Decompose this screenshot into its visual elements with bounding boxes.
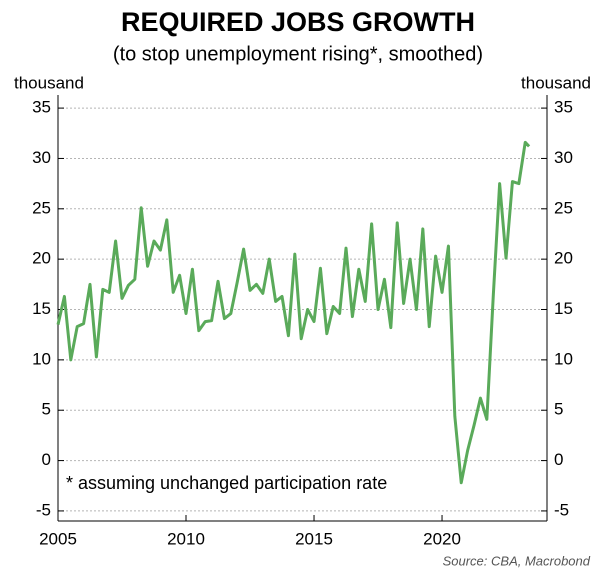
data-line	[56, 140, 531, 485]
y-tick-label: 30	[32, 148, 51, 167]
y-axis-label: thousand	[14, 73, 84, 92]
y2-tick-label: 35	[554, 98, 573, 117]
y2-tick-label: 10	[554, 349, 573, 368]
y-tick-label: 0	[42, 450, 51, 469]
y2-tick-label: 30	[554, 148, 573, 167]
chart-subtitle: (to stop unemployment rising*, smoothed)	[113, 43, 483, 65]
y2-tick-label: 5	[554, 400, 563, 419]
x-tick-label: 2005	[39, 529, 77, 548]
annotation: * assuming unchanged participation rate	[66, 473, 387, 493]
chart-title: REQUIRED JOBS GROWTH	[121, 7, 475, 37]
y-tick-label: 15	[32, 299, 51, 318]
y2-tick-label: 20	[554, 249, 573, 268]
x-tick-label: 2015	[295, 529, 333, 548]
source: Source: CBA, Macrobond	[443, 553, 591, 568]
y2-axis-label: thousand	[521, 73, 591, 92]
y2-tick-label: 15	[554, 299, 573, 318]
y-tick-label: 35	[32, 98, 51, 117]
y2-tick-label: -5	[554, 500, 569, 519]
y-tick-label: 5	[42, 400, 51, 419]
x-tick-label: 2010	[167, 529, 205, 548]
y-tick-label: 10	[32, 349, 51, 368]
y2-tick-label: 25	[554, 198, 573, 217]
y-tick-label: 25	[32, 198, 51, 217]
y2-tick-label: 0	[554, 450, 563, 469]
y-tick-label: 20	[32, 249, 51, 268]
x-tick-label: 2020	[423, 529, 461, 548]
y-tick-label: -5	[36, 500, 51, 519]
